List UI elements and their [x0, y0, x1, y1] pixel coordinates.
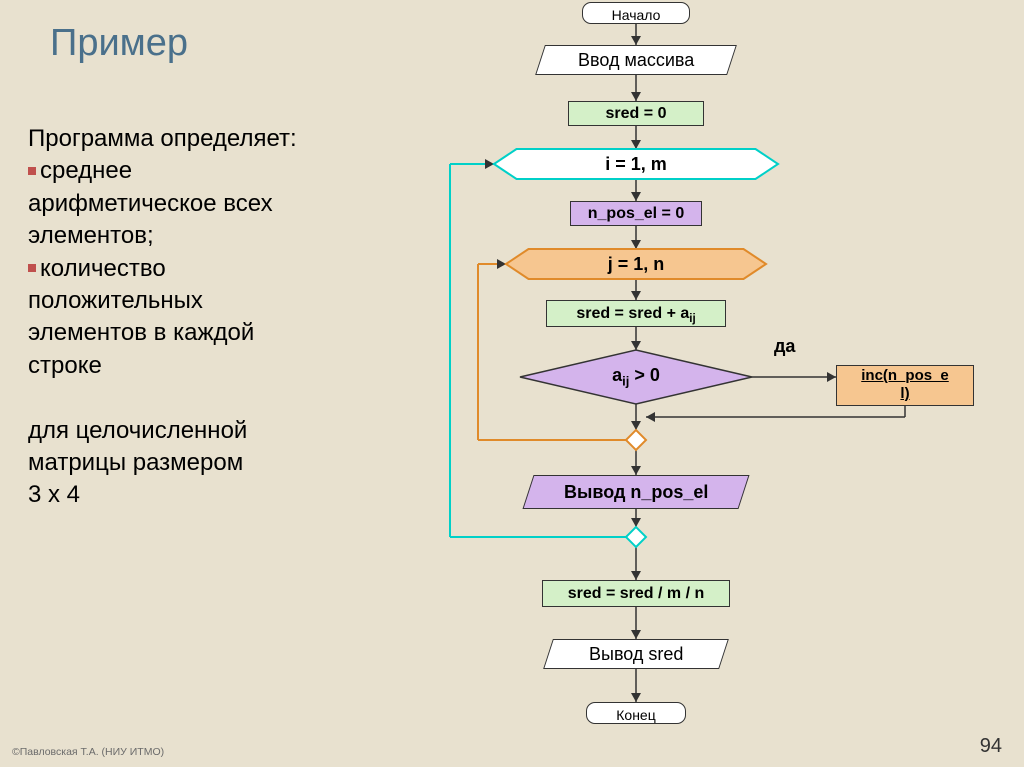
node-sred0: sred = 0: [568, 101, 704, 126]
node-input: Ввод массива: [535, 45, 737, 75]
node-loop_j: j = 1, n: [506, 249, 766, 279]
node-loop_i: i = 1, m: [494, 149, 778, 179]
footer-copyright: ©Павловская Т.А. (НИУ ИТМО): [12, 746, 164, 758]
yes-label: да: [774, 336, 795, 357]
node-inc: inc(n_pos_el): [836, 365, 974, 406]
node-sum: sred = sred + aij: [546, 300, 726, 327]
node-out_sred: Вывод sred: [543, 639, 729, 669]
node-end: Конец: [586, 702, 686, 724]
node-sred_div: sred = sred / m / n: [542, 580, 730, 607]
node-out_npos: Вывод n_pos_el: [522, 475, 749, 509]
slide: Пример Программа определяет: среднее ари…: [0, 0, 1024, 767]
node-start: Начало: [582, 2, 690, 24]
page-number: 94: [980, 735, 1002, 758]
flowchart-layer: aij > 0 да Начало Ввод массива sred = 0 i = 1…: [0, 0, 1024, 767]
decision-label: aij > 0: [576, 365, 696, 389]
node-npos0: n_pos_el = 0: [570, 201, 702, 226]
